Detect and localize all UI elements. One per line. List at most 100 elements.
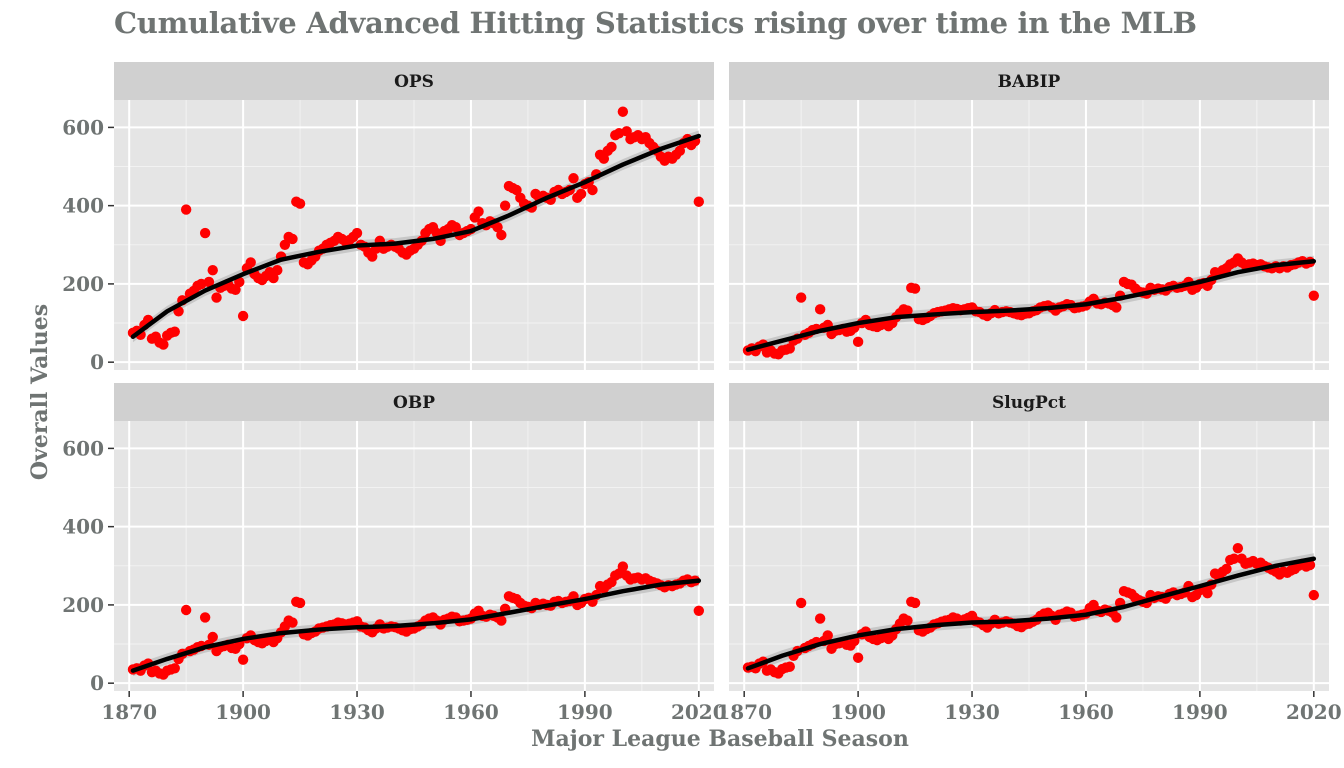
data-point: [245, 257, 256, 268]
data-point: [207, 265, 218, 276]
data-point: [499, 200, 511, 211]
data-point: [598, 153, 610, 164]
data-point: [287, 233, 298, 245]
y-tick-label: 200: [62, 593, 104, 617]
data-point: [199, 612, 211, 623]
y-tick-label: 0: [90, 671, 104, 695]
data-point: [674, 145, 686, 157]
facet-ops: OPS 0 200 400 600: [62, 62, 714, 374]
data-point: [606, 141, 617, 153]
data-point: [237, 310, 249, 322]
data-point: [795, 597, 807, 609]
x-tick-label: 1930: [329, 700, 385, 724]
data-point: [207, 631, 218, 643]
x-tick-label: 1870: [716, 700, 772, 724]
data-point: [902, 305, 913, 316]
data-point: [902, 615, 913, 626]
strip-label: SlugPct: [992, 393, 1066, 413]
data-point: [1308, 589, 1320, 601]
y-tick-label: 200: [62, 272, 104, 296]
data-point: [1111, 302, 1122, 313]
y-tick-label: 600: [62, 115, 104, 139]
data-point: [158, 339, 169, 350]
strip-label: OBP: [393, 393, 435, 413]
data-point: [496, 229, 507, 241]
data-point: [784, 343, 795, 354]
data-point: [237, 654, 249, 665]
data-point: [693, 196, 705, 207]
data-point: [568, 173, 579, 184]
data-point: [473, 206, 484, 217]
data-point: [1111, 612, 1122, 623]
data-point: [199, 227, 211, 239]
facet-babip: BABIP: [729, 62, 1329, 370]
strip-background: [114, 383, 714, 421]
data-point: [814, 304, 826, 315]
strip-label: OPS: [394, 72, 434, 92]
smooth-line: [745, 258, 1317, 352]
data-point: [909, 283, 921, 294]
data-point: [496, 615, 507, 626]
y-tick-label: 400: [62, 194, 104, 218]
data-point: [1221, 563, 1232, 575]
data-point: [814, 613, 826, 624]
facet-obp: OBP 0 200 400 600 1870 1900 1930 1960 1990 2020: [62, 383, 727, 724]
data-point: [234, 276, 245, 288]
data-point: [492, 221, 503, 233]
x-tick-label: 1990: [1172, 700, 1228, 724]
strip-background: [729, 62, 1329, 100]
strip-label: BABIP: [998, 72, 1061, 92]
data-point: [279, 239, 291, 250]
data-point: [575, 188, 587, 200]
smooth-line: [745, 556, 1317, 671]
data-point: [294, 198, 306, 209]
x-axis-label: Major League Baseball Season: [531, 726, 909, 752]
chart-title: Cumulative Advanced Hitting Statistics r…: [114, 6, 1197, 40]
data-point: [617, 561, 629, 572]
data-point: [180, 604, 192, 616]
strip-background: [114, 62, 714, 100]
data-point: [169, 663, 180, 674]
x-tick-label: 1990: [557, 700, 613, 724]
data-point: [852, 336, 864, 348]
data-point: [351, 227, 363, 239]
y-tick-label: 400: [62, 515, 104, 539]
confidence-ribbon: [747, 255, 1314, 356]
x-tick-label: 1870: [101, 700, 157, 724]
data-point: [822, 630, 833, 641]
data-point: [784, 661, 795, 672]
data-point: [693, 605, 705, 616]
x-tick-label: 1960: [1058, 700, 1114, 724]
data-point: [203, 276, 215, 288]
data-point: [1232, 542, 1244, 554]
data-point: [1228, 553, 1240, 564]
data-point: [587, 184, 598, 196]
x-tick-label: 1900: [215, 700, 271, 724]
x-tick-label: 1930: [944, 700, 1000, 724]
data-point: [621, 126, 632, 137]
data-point: [169, 326, 180, 337]
x-tick-label: 1960: [443, 700, 499, 724]
data-point: [1202, 587, 1213, 599]
data-point: [211, 292, 222, 303]
x-tick-label: 2020: [671, 700, 727, 724]
smooth-line: [130, 133, 702, 339]
data-point: [909, 597, 921, 609]
data-point: [795, 292, 807, 303]
strip-background: [729, 383, 1329, 421]
data-point: [852, 652, 864, 663]
data-point: [1308, 290, 1320, 301]
y-tick-label: 0: [90, 350, 104, 374]
data-point: [230, 284, 241, 295]
y-tick-label: 600: [62, 436, 104, 460]
data-point: [180, 204, 192, 215]
data-point: [272, 265, 283, 276]
x-tick-label: 1900: [830, 700, 886, 724]
confidence-ribbon: [132, 130, 699, 343]
facet-slugpct: SlugPct 1870 1900 1930 1960 1990 2020: [716, 383, 1342, 724]
data-point: [450, 221, 461, 233]
data-point: [511, 184, 522, 196]
data-point: [367, 251, 378, 262]
smooth-line: [130, 578, 702, 673]
